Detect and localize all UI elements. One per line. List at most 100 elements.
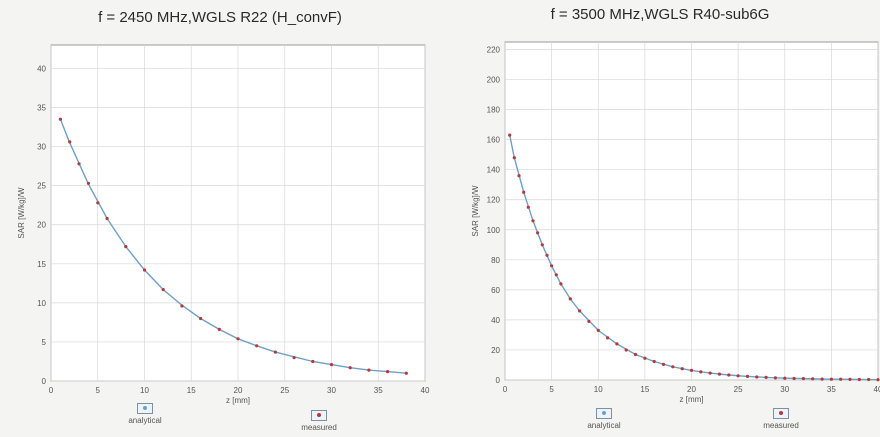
measured-point	[633, 352, 638, 357]
measured-point	[540, 243, 544, 247]
chart-title: f = 3500 MHz,WGLS R40-sub6G	[550, 6, 770, 23]
x-tick-label: 40	[421, 386, 430, 395]
measured-point	[105, 216, 109, 221]
y-tick-label: 30	[37, 143, 46, 152]
measured-point	[273, 350, 277, 354]
y-tick-label: 100	[487, 226, 501, 235]
legend-analytical-label: analytical	[587, 421, 621, 430]
measured-point	[708, 371, 712, 375]
measured-point	[811, 377, 815, 381]
measured-point	[96, 201, 100, 205]
legend-analytical-label: analytical	[128, 416, 162, 425]
measured-point	[522, 190, 526, 194]
analytical-series-line	[59, 118, 407, 374]
x-tick-label: 10	[594, 385, 603, 394]
analytical-marker-icon	[602, 411, 606, 415]
measured-point	[727, 373, 731, 377]
x-tick-label: 30	[780, 385, 789, 394]
x-tick-label: 40	[874, 385, 880, 394]
measured-point	[255, 344, 259, 348]
measured-point	[559, 282, 563, 286]
measured-point	[86, 181, 90, 185]
measured-point	[77, 162, 81, 166]
y-tick-label: 40	[37, 64, 46, 73]
y-tick-label: 140	[487, 166, 501, 175]
y-tick-label: 120	[487, 196, 501, 205]
measured-point	[217, 327, 221, 331]
y-tick-label: 20	[491, 346, 500, 355]
measured-point	[531, 219, 535, 223]
legend-measured-marker[interactable]	[773, 408, 789, 419]
measured-point	[652, 359, 656, 364]
y-tick-label: 80	[491, 256, 500, 265]
measured-point	[199, 316, 203, 321]
measured-point	[783, 376, 787, 380]
y-tick-label: 40	[491, 316, 500, 325]
measured-point	[587, 319, 591, 323]
measured-point	[829, 377, 833, 381]
y-tick-label: 0	[496, 376, 501, 385]
legend-measured-label: measured	[301, 423, 337, 432]
x-tick-label: 35	[374, 386, 383, 395]
measured-point	[68, 140, 72, 144]
measured-point	[764, 375, 768, 379]
measured-point	[512, 156, 516, 160]
measured-point	[545, 253, 549, 257]
measured-point	[773, 376, 777, 380]
x-tick-label: 20	[687, 385, 696, 394]
measured-point	[348, 366, 352, 370]
x-tick-label: 0	[49, 386, 54, 395]
x-axis-label: z [mm]	[680, 395, 704, 404]
y-tick-label: 180	[487, 106, 501, 115]
legend-measured-marker[interactable]	[311, 410, 327, 421]
y-tick-label: 220	[487, 46, 501, 55]
y-tick-label: 160	[487, 136, 501, 145]
measured-point	[58, 117, 63, 121]
y-tick-label: 200	[487, 76, 501, 85]
x-tick-label: 20	[234, 386, 243, 395]
x-tick-label: 5	[96, 386, 101, 395]
measured-point	[848, 377, 852, 381]
measured-point	[236, 337, 240, 341]
measured-marker-icon	[779, 411, 783, 415]
measured-point	[329, 363, 334, 367]
measured-point	[839, 377, 843, 381]
measured-point	[311, 359, 315, 364]
x-axis-label: z [mm]	[226, 396, 250, 405]
measured-point	[717, 372, 722, 376]
y-axis-label: SAR [W/kg]/W	[471, 185, 480, 237]
measured-point	[180, 304, 184, 308]
measured-point	[292, 356, 296, 360]
measured-point	[689, 368, 694, 372]
measured-point	[517, 174, 521, 178]
y-tick-label: 5	[42, 338, 47, 347]
measured-point	[578, 309, 582, 313]
x-tick-label: 10	[140, 386, 149, 395]
legend-analytical-marker[interactable]	[137, 403, 153, 414]
measured-point	[161, 288, 165, 292]
x-tick-label: 5	[549, 385, 554, 394]
y-tick-label: 60	[491, 286, 500, 295]
measured-point	[386, 370, 390, 374]
x-tick-label: 15	[640, 385, 649, 394]
measured-point	[699, 370, 703, 374]
measured-point	[736, 374, 740, 378]
x-tick-label: 25	[734, 385, 743, 394]
y-tick-label: 35	[37, 104, 46, 113]
measured-point	[867, 377, 871, 382]
measured-point	[624, 348, 628, 352]
x-tick-label: 30	[327, 386, 336, 395]
measured-point	[554, 273, 558, 277]
sar-depth-chart-2450: 0 5 10 15 20 25 30 35 40 0 5 10 15 20 25 30 35 40 z [mm] SA…	[17, 44, 430, 405]
legend-analytical-marker[interactable]	[596, 408, 612, 419]
x-tick-label: 15	[187, 386, 196, 395]
measured-point	[643, 356, 647, 360]
chart-panel-2450: f = 2450 MHz,WGLS R22 (H_convF) 0 5 10 15 20…	[17, 9, 430, 432]
y-axis-label: SAR [W/kg]/W	[17, 187, 26, 239]
y-tick-label: 20	[37, 221, 46, 230]
measured-point	[508, 133, 512, 137]
measured-point	[801, 377, 805, 381]
measured-point	[526, 205, 530, 209]
measured-point	[124, 245, 128, 249]
x-tick-label: 25	[280, 386, 289, 395]
